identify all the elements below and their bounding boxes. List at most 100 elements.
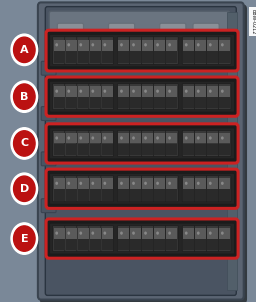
Text: D: D: [20, 184, 29, 194]
Bar: [166, 189, 177, 201]
Circle shape: [168, 232, 171, 235]
Bar: [166, 144, 177, 155]
FancyBboxPatch shape: [46, 77, 238, 116]
Bar: [183, 178, 194, 189]
FancyBboxPatch shape: [130, 84, 142, 110]
Circle shape: [144, 182, 147, 185]
FancyBboxPatch shape: [53, 226, 65, 252]
Bar: [195, 40, 206, 50]
Circle shape: [156, 90, 159, 93]
FancyBboxPatch shape: [101, 226, 113, 252]
Circle shape: [103, 182, 106, 185]
FancyBboxPatch shape: [41, 199, 56, 213]
Bar: [66, 40, 77, 50]
FancyBboxPatch shape: [53, 84, 65, 110]
Circle shape: [11, 81, 38, 112]
Bar: [90, 97, 101, 108]
Circle shape: [55, 137, 58, 140]
Bar: [54, 144, 65, 155]
Bar: [154, 86, 165, 97]
Bar: [78, 86, 89, 97]
Circle shape: [209, 90, 212, 93]
FancyBboxPatch shape: [218, 37, 231, 64]
FancyBboxPatch shape: [118, 176, 130, 202]
Circle shape: [185, 182, 188, 185]
Bar: [102, 189, 113, 201]
Circle shape: [221, 182, 224, 185]
FancyBboxPatch shape: [65, 176, 77, 202]
FancyBboxPatch shape: [166, 130, 178, 156]
FancyBboxPatch shape: [218, 130, 231, 156]
Circle shape: [11, 128, 38, 159]
Circle shape: [120, 232, 123, 235]
FancyBboxPatch shape: [182, 226, 195, 252]
Bar: [125, 30, 130, 42]
Circle shape: [185, 43, 188, 47]
FancyBboxPatch shape: [194, 130, 207, 156]
Bar: [195, 228, 206, 239]
Bar: [102, 239, 113, 250]
Bar: [207, 86, 218, 97]
FancyBboxPatch shape: [46, 30, 238, 71]
FancyBboxPatch shape: [89, 130, 101, 156]
Bar: [154, 239, 165, 250]
FancyBboxPatch shape: [130, 37, 142, 64]
Bar: [207, 97, 218, 108]
Bar: [78, 239, 89, 250]
Text: B8W-0212: B8W-0212: [250, 9, 255, 34]
Bar: [130, 189, 141, 201]
Bar: [142, 40, 153, 50]
Bar: [102, 228, 113, 239]
Bar: [166, 97, 177, 108]
Bar: [130, 239, 141, 250]
Bar: [130, 40, 141, 50]
FancyBboxPatch shape: [89, 37, 101, 64]
Bar: [195, 86, 206, 97]
Bar: [154, 40, 165, 50]
FancyBboxPatch shape: [49, 11, 230, 52]
Bar: [118, 97, 129, 108]
Bar: [183, 239, 194, 250]
Circle shape: [79, 90, 82, 93]
FancyBboxPatch shape: [206, 226, 219, 252]
Bar: [118, 178, 129, 189]
Bar: [207, 40, 218, 50]
FancyBboxPatch shape: [57, 23, 83, 47]
Bar: [183, 228, 194, 239]
Bar: [195, 239, 206, 250]
FancyBboxPatch shape: [46, 124, 238, 163]
Circle shape: [197, 182, 200, 185]
Bar: [113, 30, 117, 42]
FancyBboxPatch shape: [46, 169, 238, 208]
FancyBboxPatch shape: [154, 37, 166, 64]
Bar: [102, 40, 113, 50]
Circle shape: [185, 232, 188, 235]
FancyBboxPatch shape: [118, 226, 130, 252]
Circle shape: [221, 43, 224, 47]
Bar: [195, 189, 206, 201]
FancyBboxPatch shape: [65, 130, 77, 156]
Bar: [78, 51, 89, 63]
FancyBboxPatch shape: [77, 130, 89, 156]
FancyBboxPatch shape: [50, 34, 234, 67]
Bar: [219, 239, 230, 250]
FancyBboxPatch shape: [130, 176, 142, 202]
FancyBboxPatch shape: [53, 176, 65, 202]
FancyBboxPatch shape: [50, 173, 234, 204]
Bar: [130, 51, 141, 63]
Bar: [78, 144, 89, 155]
Bar: [207, 228, 218, 239]
Circle shape: [79, 137, 82, 140]
FancyBboxPatch shape: [101, 130, 113, 156]
Circle shape: [132, 43, 135, 47]
Circle shape: [14, 84, 35, 109]
Text: A: A: [20, 45, 29, 55]
Bar: [154, 133, 165, 143]
FancyBboxPatch shape: [118, 84, 130, 110]
FancyBboxPatch shape: [53, 37, 65, 64]
Bar: [66, 86, 77, 97]
Bar: [142, 97, 153, 108]
Bar: [142, 51, 153, 63]
Bar: [130, 97, 141, 108]
Circle shape: [197, 90, 200, 93]
